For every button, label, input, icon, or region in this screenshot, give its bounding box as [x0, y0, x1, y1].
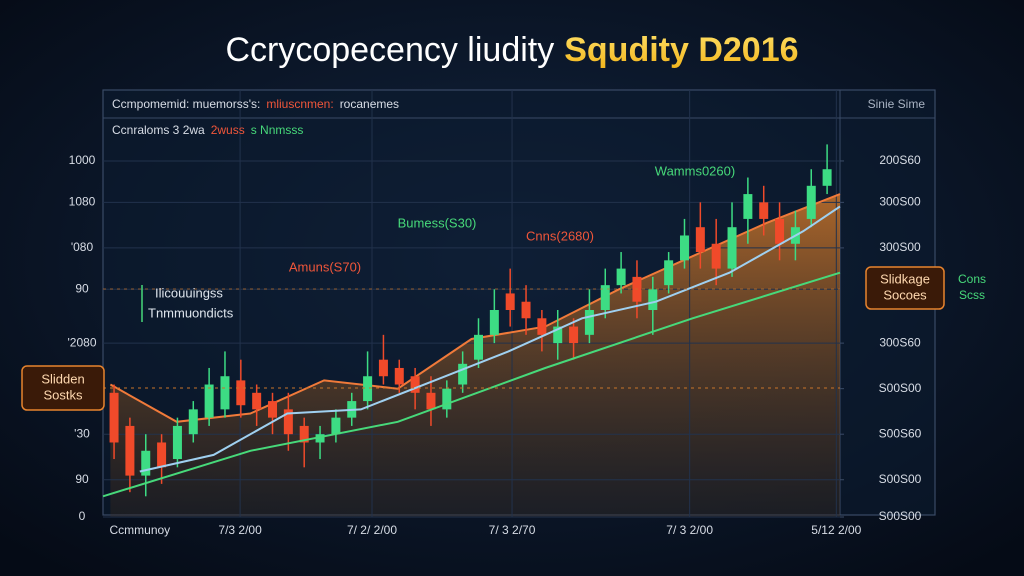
- title-highlight: Squdity D2016: [564, 31, 798, 69]
- candle-body: [188, 409, 198, 435]
- candle-body: [584, 310, 594, 335]
- candle-body: [331, 417, 341, 435]
- header-item: Ccmpomemid: muemorss's:: [112, 97, 260, 111]
- candle-body: [474, 334, 484, 360]
- candle-body: [426, 392, 436, 410]
- left-box-text: Slidden: [41, 371, 84, 386]
- candle-body: [822, 169, 832, 186]
- y-tick-label: 1000: [69, 153, 96, 167]
- candle-body: [283, 409, 293, 435]
- candle-body: [252, 392, 262, 410]
- candle-body: [775, 218, 785, 244]
- y2-tick-label: S00S00: [879, 509, 922, 523]
- right-box-text: Slidkage: [880, 271, 930, 286]
- candle-body: [299, 425, 309, 443]
- candle-body: [172, 425, 182, 460]
- annotation: Cnns(2680): [526, 228, 594, 243]
- y2-tick-label: 200S60: [879, 153, 921, 167]
- left-box-text: Sostks: [43, 387, 83, 402]
- candle-body: [315, 434, 325, 443]
- candle-body: [616, 268, 626, 286]
- right-box-side: Cons: [958, 272, 986, 286]
- y2-tick-label: 300S60: [879, 335, 921, 349]
- header-right: Sinie Sime: [868, 97, 926, 111]
- inner-label: Tnmmuondicts: [148, 305, 234, 320]
- annotation: Wamms0260): [655, 163, 735, 178]
- y2-tick-label: S00S00: [879, 381, 922, 395]
- candle-body: [109, 392, 119, 443]
- y-tick-label: '30: [74, 426, 90, 440]
- y2-tick-label: 300S00: [879, 195, 921, 209]
- left-box: [21, 365, 105, 411]
- candle-body: [489, 310, 499, 335]
- candle-body: [553, 326, 563, 344]
- x-tick-label: 7/ 2/ 2/00: [347, 523, 397, 537]
- right-box-text: Socoes: [883, 287, 927, 302]
- candle-body: [204, 384, 214, 418]
- candle-body: [236, 380, 246, 406]
- candle-body: [157, 442, 167, 468]
- y2-tick-label: S00S00: [879, 472, 922, 486]
- candle-body: [268, 401, 278, 418]
- candle-body: [125, 425, 135, 476]
- y-tick-label: 90: [75, 281, 89, 295]
- x-tick-label: Ccmmunoy: [110, 523, 171, 537]
- header-row: Ccmpomemid: muemorss's: mliuscnmen: rocane…: [112, 97, 399, 111]
- line: [102, 271, 841, 498]
- header-item: 2wuss: [211, 123, 245, 137]
- candle-body: [220, 376, 230, 410]
- candle-body: [410, 376, 420, 393]
- candle-body: [394, 367, 404, 385]
- candle-body: [679, 235, 689, 261]
- y2-tick-label: S00S60: [879, 426, 922, 440]
- y-tick-label: '2080: [68, 335, 97, 349]
- candle-body: [442, 388, 452, 410]
- right-box: [865, 266, 945, 310]
- candle-body: [363, 376, 373, 402]
- header-item: rocanemes: [340, 97, 399, 111]
- annotation: Bumess(S30): [398, 215, 477, 230]
- candle-body: [727, 227, 737, 269]
- y2-tick-label: 300S00: [879, 240, 921, 254]
- candle-body: [458, 363, 468, 385]
- candle-body: [600, 285, 610, 310]
- title-main: Ccrycopecency liudity: [225, 31, 554, 69]
- candle-body: [569, 326, 579, 344]
- candle-body: [711, 243, 721, 269]
- inner-label: Ilicouuingss: [155, 285, 223, 300]
- candle-body: [648, 289, 658, 310]
- candle-body: [664, 260, 674, 286]
- header-row: Ccnraloms 3 2wa 2wuss s Nnmsss: [112, 123, 303, 137]
- y-tick-label: 0: [79, 509, 86, 523]
- candle-body: [759, 202, 769, 219]
- y-tick-label: 90: [75, 472, 89, 486]
- candle-body: [521, 301, 531, 319]
- x-tick-label: 7/3 2/00: [218, 523, 262, 537]
- line: [139, 205, 841, 473]
- candle-body: [505, 293, 515, 310]
- header-item: s Nnmsss: [251, 123, 304, 137]
- candle-body: [743, 194, 753, 219]
- x-tick-label: 7/ 3 2/70: [489, 523, 536, 537]
- header-item: mliuscnmen:: [266, 97, 333, 111]
- candle-body: [537, 318, 547, 335]
- y-tick-label: '080: [71, 240, 94, 254]
- x-tick-label: 5/12 2/00: [811, 523, 861, 537]
- annotation: Amuns(S70): [289, 259, 361, 274]
- candle-body: [695, 227, 705, 253]
- candle-body: [378, 359, 388, 377]
- right-box-side: Scss: [959, 288, 985, 302]
- plot-area: [102, 90, 841, 518]
- x-tick-label: 7/ 3 2/00: [666, 523, 713, 537]
- header-item: Ccnraloms 3 2wa: [112, 123, 205, 137]
- y-tick-label: 1080: [69, 195, 96, 209]
- candle-body: [141, 450, 151, 476]
- candle-body: [806, 185, 816, 219]
- chart-title: Ccrycopecency liudity Squdity D2016: [225, 31, 798, 69]
